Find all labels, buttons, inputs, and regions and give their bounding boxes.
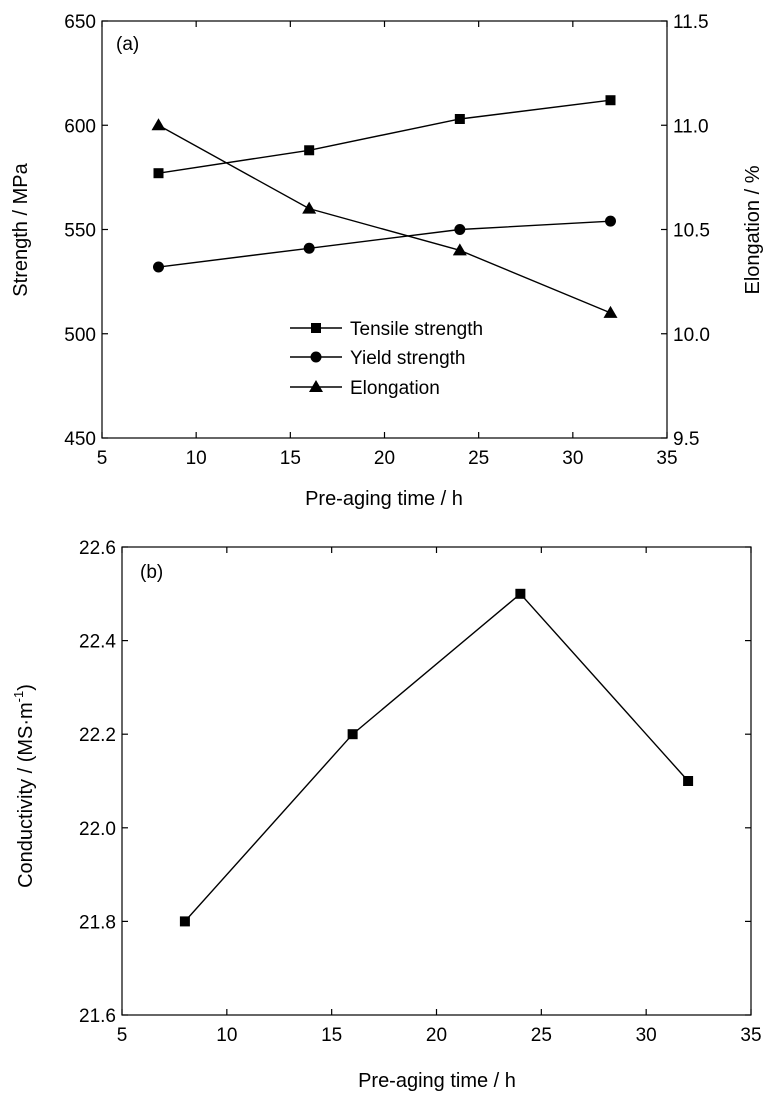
legend-label: Tensile strength [350,319,483,340]
panel-b-y-tick-label: 22.6 [79,538,116,559]
panel-a-data-point-triangle [302,201,317,214]
panel-a-x-tick-label: 30 [562,448,583,469]
panel-b-x-tick-label: 25 [531,1025,552,1046]
panel-a-data-point-triangle [151,118,166,131]
panel-a-y2-tick-label: 10.0 [673,325,710,346]
panel-b-data-point-square [347,729,358,740]
panel-b-plot-frame [121,546,752,1016]
panel-a-data-point-circle [303,242,315,254]
panel-b-x-tick-label: 20 [426,1025,447,1046]
legend-label: Yield strength [350,348,465,369]
panel-a-x-tick-label: 35 [656,448,677,469]
panel-a-x-tick-label: 20 [374,448,395,469]
panel-a-y2-tick-label: 9.5 [673,429,699,450]
panel-b-y-tick-label: 22.4 [79,632,116,653]
panel-a-x-axis: 5 10 15 20 25 30 35 [97,21,678,469]
panel-b-y-axis-title: Conductivity / (MS·m-1) [11,684,37,888]
panel-b-y-axis-title-main: Conductivity / (MS·m [15,702,37,888]
panel-a-left-y-axis-title: Strength / MPa [10,162,32,296]
panel-b-y-tick-label: 22.2 [79,725,116,746]
panel-b-x-axis: 5 10 15 20 25 30 35 [117,547,762,1046]
panel-b-y-tick-label: 22.0 [79,819,116,840]
panel-a-x-tick-label: 25 [468,448,489,469]
panel-a-data-point-square [454,113,465,124]
panel-b-y-tick-label: 21.6 [79,1006,116,1027]
panel-b-y-axis-title-superscript: -1 [11,691,26,703]
panel-b-label: (b) [140,562,163,583]
panel-a-label: (a) [116,34,139,55]
panel-b-x-axis-title: Pre-aging time / h [358,1070,516,1092]
panel-a-y2-tick-label: 11.0 [673,116,709,137]
panel-b-series-line-0 [184,592,689,922]
panel-b-data-point-square [683,776,694,786]
legend-marker-circle [310,351,322,363]
panel-a-left-y-axis: 450 500 550 600 650 [64,12,108,450]
panel-a-series-line-1 [158,220,611,268]
panel-a-data-point-triangle [452,243,467,256]
panel-a-y-tick-label: 500 [64,325,96,346]
panel-a-y2-tick-label: 11.5 [673,12,709,33]
panel-a-y2-tick-label: 10.5 [673,221,710,242]
panel-a-x-tick-label: 15 [280,448,301,469]
panel-a-right-y-axis-title: Elongation / % [742,165,764,294]
panel-a-data-point-square [153,168,164,179]
panel-b-data-point-square [179,916,190,927]
legend-marker-square [311,323,321,333]
panel-b-y-tick-label: 21.8 [79,912,116,933]
panel-b-series [179,588,694,927]
panel-a-series-line-0 [158,99,611,174]
panel-a-data-point-circle [454,224,466,235]
panel-a-legend: Tensile strength Yield strength Elongation [290,319,483,399]
panel-b-data-point-square [515,588,526,599]
panel-b-y-axis-title-close: ) [15,684,37,691]
panel-a-series-line-2 [158,124,611,314]
panel-a-y-tick-label: 450 [64,429,96,450]
panel-a-y-tick-label: 650 [64,12,96,33]
legend-label: Elongation [350,378,440,399]
panel-a-data-point-triangle [603,305,618,318]
panel-b-x-tick-label: 35 [740,1025,761,1046]
panel-a-y-tick-label: 600 [64,116,96,137]
panel-a-data-point-circle [605,215,616,227]
legend-marker-triangle [309,380,323,392]
panel-a-x-axis-title: Pre-aging time / h [305,488,463,510]
panel-b-x-tick-label: 30 [636,1025,657,1046]
panel-a-data-point-circle [153,261,164,273]
panel-a-right-y-axis: 9.5 10.0 10.5 11.0 11.5 [661,12,710,450]
panel-a-y-tick-label: 550 [64,221,96,242]
panel-a-data-point-square [605,95,616,106]
panel-a-x-tick-label: 10 [186,448,207,469]
panel-b-x-tick-label: 5 [117,1025,128,1046]
panel-a-x-tick-label: 5 [97,448,108,469]
panel-a-chart: 5 10 15 20 25 30 35 450 500 550 600 650 9.5 10.0 10.… [10,12,764,510]
panel-a-data-point-square [304,145,315,156]
panel-b-y-axis: 21.6 21.8 22.0 22.2 22.4 22.6 [79,538,751,1027]
panel-b-x-tick-label: 15 [321,1025,342,1046]
panel-a-series [151,95,618,318]
panel-b-x-tick-label: 10 [216,1025,237,1046]
panel-b-chart: 5 10 15 20 25 30 35 21.6 21.8 22.0 22.2 22.4 22.6 (… [11,538,762,1092]
